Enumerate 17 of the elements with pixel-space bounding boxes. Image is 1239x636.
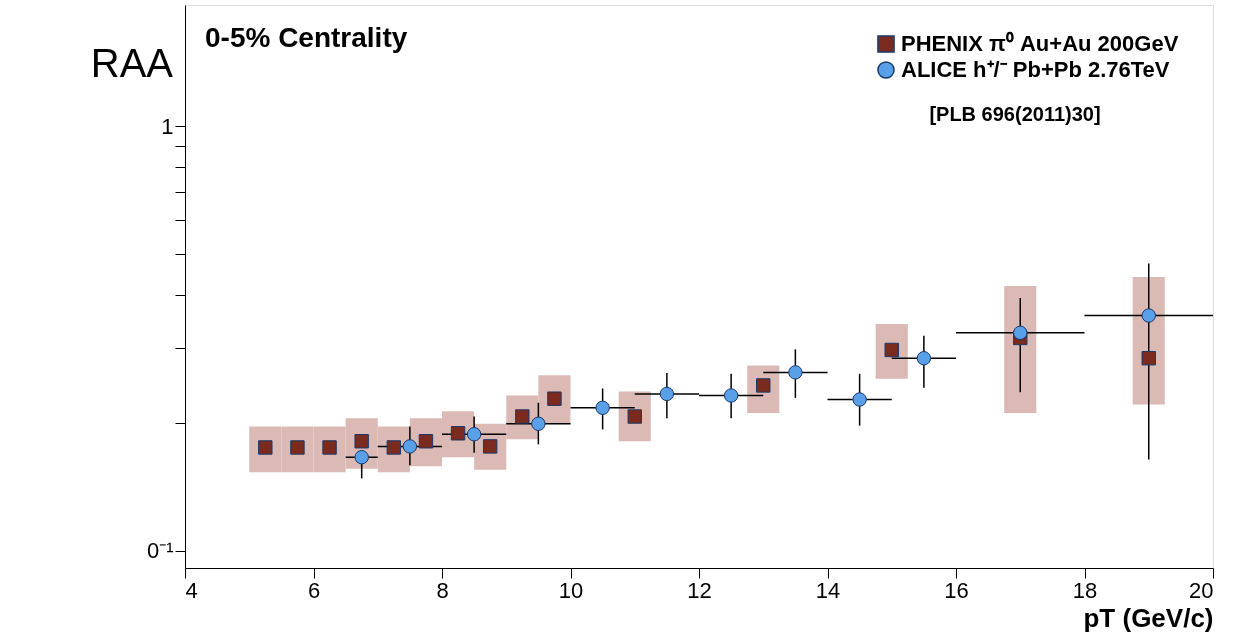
x-tick-label: 6 [307, 577, 321, 603]
legend-label: ALICE h⁺/⁻ Pb+Pb 2.76TeV [901, 57, 1170, 82]
x-tick-label: 4 [185, 577, 198, 603]
x-tick-label: 18 [1072, 577, 1098, 603]
y-tick-label: 0⁻¹ [146, 538, 174, 564]
y-tick-label: 1 [161, 113, 174, 139]
x-tick-label: 10 [558, 577, 584, 603]
x-axis-title: pT (GeV/c) [1083, 602, 1214, 633]
annotation: [PLB 696(2011)30] [929, 103, 1101, 125]
legend-label: PHENIX π⁰ Au+Au 200GeV [901, 31, 1179, 56]
x-tick-label: 12 [687, 577, 712, 603]
y-axis-title: RAA [90, 41, 174, 85]
text: 0-5% Centrality [205, 22, 408, 53]
x-tick-label: 8 [436, 577, 449, 603]
x-tick-label: 14 [815, 577, 841, 603]
x-tick-label: 16 [944, 577, 969, 603]
x-tick-label: 20 [1189, 577, 1214, 603]
